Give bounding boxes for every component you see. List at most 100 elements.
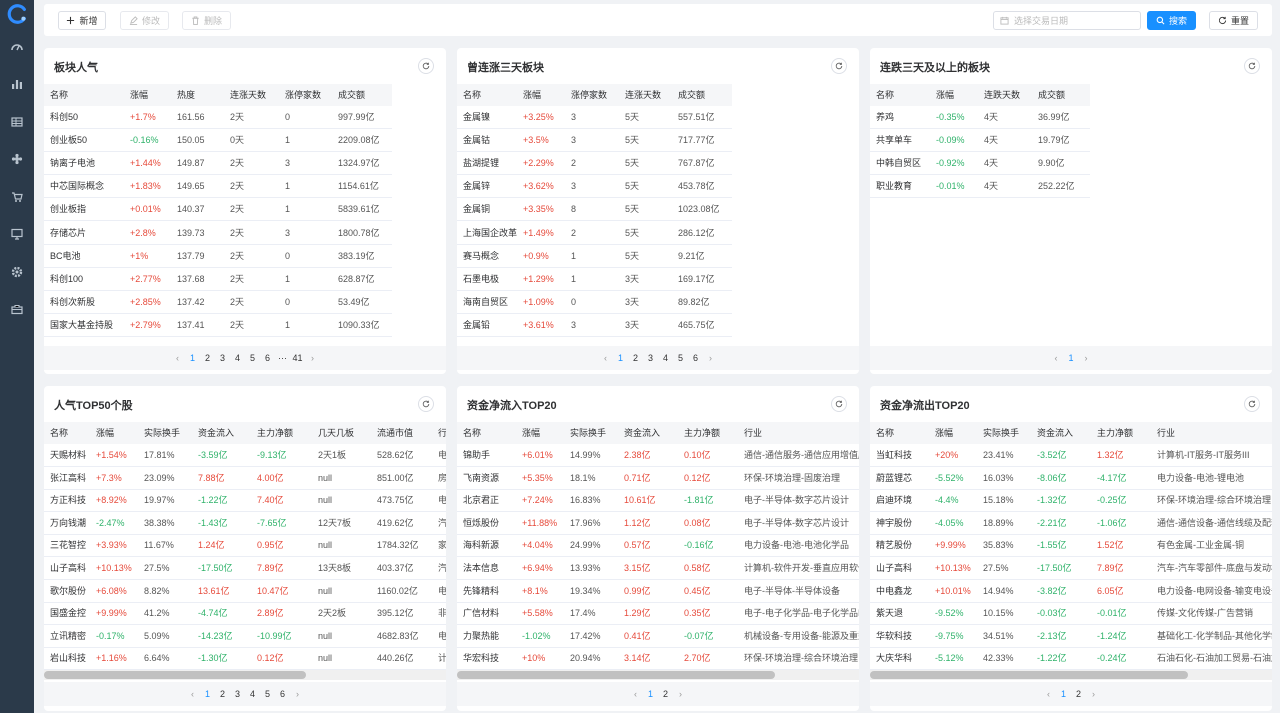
- column-header[interactable]: 连涨天数: [230, 90, 267, 100]
- table-row[interactable]: 张江高科 +7.3% 23.09% 7.88亿 4.00亿 null 851.00亿 房: [44, 467, 446, 490]
- table-row[interactable]: 恒烁股份 +11.88% 17.96% 1.12亿 0.08亿 电子-半导体-数字芯片设计: [457, 512, 859, 535]
- page-number[interactable]: 2: [662, 689, 668, 699]
- table-row[interactable]: 中韩自贸区 -0.92% 4天 9.90亿: [870, 152, 1090, 176]
- table-row[interactable]: 金属锌 +3.62% 3 5天 453.78亿: [457, 175, 732, 199]
- table-row[interactable]: 养鸡 -0.35% 4天 36.99亿: [870, 106, 1090, 129]
- table-row[interactable]: 海科新源 +4.04% 24.99% 0.57亿 -0.16亿 电力设备-电池-电池化学品: [457, 534, 859, 558]
- table-row[interactable]: 钠离子电池 +1.44% 149.87 2天 3 1324.97亿: [44, 152, 392, 176]
- table-row[interactable]: 山子高科 +10.13% 27.5% -17.50亿 7.89亿 13天8板 403.37亿…: [44, 557, 446, 580]
- table-row[interactable]: 大庆华科 -5.12% 42.33% -1.22亿 -0.24亿 石油石化-石油加工贸易-…: [870, 647, 1272, 671]
- table-row[interactable]: 蔚蓝锂芯 -5.52% 16.03% -8.06亿 -4.17亿 电力设备-电池-锂电池: [870, 467, 1272, 490]
- table-row[interactable]: 盐湖提锂 +2.29% 2 5天 767.87亿: [457, 152, 732, 176]
- page-number[interactable]: 1: [647, 689, 653, 699]
- cart-icon[interactable]: [8, 189, 26, 205]
- panel-refresh-button[interactable]: [831, 58, 847, 74]
- column-header[interactable]: 涨停家数: [285, 90, 322, 100]
- column-header[interactable]: 热度: [177, 90, 196, 100]
- table-row[interactable]: 启迪环境 -4.4% 15.18% -1.32亿 -0.25亿 环保-环境治理-综合环境治…: [870, 489, 1272, 513]
- column-header[interactable]: 成交额: [1038, 90, 1066, 100]
- table-row[interactable]: 金属钴 +3.5% 3 5天 717.77亿: [457, 129, 732, 153]
- table-row[interactable]: 存储芯片 +2.8% 139.73 2天 3 1800.78亿: [44, 222, 392, 245]
- column-header[interactable]: 成交额: [338, 90, 366, 100]
- table-row[interactable]: 上海国企改革 +1.49% 2 5天 286.12亿: [457, 222, 732, 245]
- scrollbar-thumb[interactable]: [457, 671, 775, 679]
- page-number[interactable]: 5: [677, 353, 683, 363]
- next-page-icon[interactable]: ›: [1092, 689, 1095, 699]
- column-header[interactable]: 名称: [463, 90, 482, 100]
- table-row[interactable]: 岩山科技 +1.16% 6.64% -1.30亿 0.12亿 null 440.26亿 计: [44, 647, 446, 671]
- table-icon[interactable]: [8, 114, 26, 130]
- column-header[interactable]: 资金流入: [198, 428, 235, 438]
- edit-button[interactable]: 修改: [120, 11, 169, 30]
- settings-icon[interactable]: [8, 264, 26, 280]
- column-header[interactable]: 实际换手: [983, 428, 1020, 438]
- prev-page-icon[interactable]: ‹: [634, 689, 637, 699]
- scrollbar-thumb[interactable]: [870, 671, 1188, 679]
- page-number[interactable]: 5: [249, 353, 255, 363]
- table-row[interactable]: 华宏科技 +10% 20.94% 3.14亿 2.70亿 环保-环境治理-综合环境治理: [457, 647, 859, 671]
- table-row[interactable]: 万向钱潮 -2.47% 38.38% -1.43亿 -7.65亿 12天7板 419.62亿…: [44, 512, 446, 535]
- next-page-icon[interactable]: ›: [679, 689, 682, 699]
- monitor-icon[interactable]: [8, 226, 26, 242]
- column-header[interactable]: 实际换手: [144, 428, 181, 438]
- table-row[interactable]: 创业板50 -0.16% 150.05 0天 1 2209.08亿: [44, 129, 392, 153]
- column-header[interactable]: 资金流入: [624, 428, 661, 438]
- column-header[interactable]: 行: [438, 428, 446, 438]
- page-number[interactable]: 41: [292, 353, 303, 363]
- column-header[interactable]: 主力净额: [684, 428, 721, 438]
- table-row[interactable]: 石墨电极 +1.29% 1 3天 169.17亿: [457, 268, 732, 291]
- page-number[interactable]: 3: [219, 353, 225, 363]
- page-number[interactable]: 1: [1068, 353, 1074, 363]
- page-number[interactable]: 6: [279, 689, 285, 699]
- table-row[interactable]: 中芯国际概念 +1.83% 149.65 2天 1 1154.61亿: [44, 175, 392, 199]
- column-header[interactable]: 实际换手: [570, 428, 607, 438]
- table-row[interactable]: 科创次新股 +2.85% 137.42 2天 0 53.49亿: [44, 291, 392, 314]
- page-number[interactable]: 4: [234, 353, 240, 363]
- flower-icon[interactable]: [8, 151, 26, 167]
- page-number[interactable]: 1: [204, 689, 210, 699]
- page-number[interactable]: 1: [617, 353, 623, 363]
- table-row[interactable]: 赛马概念 +0.9% 1 5天 9.21亿: [457, 245, 732, 268]
- search-button[interactable]: 搜索: [1147, 11, 1196, 30]
- delete-button[interactable]: 删除: [182, 11, 231, 30]
- column-header[interactable]: 成交额: [678, 90, 706, 100]
- horizontal-scrollbar[interactable]: [44, 670, 446, 680]
- column-header[interactable]: 连涨天数: [625, 90, 662, 100]
- scrollbar-thumb[interactable]: [44, 671, 306, 679]
- panel-refresh-button[interactable]: [418, 58, 434, 74]
- table-row[interactable]: 力聚热能 -1.02% 17.42% 0.41亿 -0.07亿 机械设备-专用设备-能源及…: [457, 625, 859, 648]
- page-number[interactable]: 5: [264, 689, 270, 699]
- reset-button[interactable]: 重置: [1209, 11, 1258, 30]
- table-row[interactable]: 先锋精科 +8.1% 19.34% 0.99亿 0.45亿 电子-半导体-半导体设备: [457, 580, 859, 603]
- panel-refresh-button[interactable]: [418, 396, 434, 412]
- panel-refresh-button[interactable]: [1244, 58, 1260, 74]
- table-row[interactable]: 天赐材料 +1.54% 17.81% -3.59亿 -9.13亿 2天1板 528.62亿 电: [44, 444, 446, 467]
- horizontal-scrollbar[interactable]: [870, 670, 1272, 680]
- table-row[interactable]: 方正科技 +8.92% 19.97% -1.22亿 7.40亿 null 473.75亿 电: [44, 489, 446, 513]
- page-number[interactable]: 2: [204, 353, 210, 363]
- column-header[interactable]: 资金流入: [1037, 428, 1074, 438]
- toolbox-icon[interactable]: [8, 301, 26, 317]
- page-number[interactable]: 3: [234, 689, 240, 699]
- table-row[interactable]: 科创100 +2.77% 137.68 2天 1 628.87亿: [44, 268, 392, 291]
- column-header[interactable]: 涨幅: [936, 90, 955, 100]
- page-number[interactable]: 3: [647, 353, 653, 363]
- table-row[interactable]: 中电鑫龙 +10.01% 14.94% -3.82亿 6.05亿 电力设备-电网设备-输变…: [870, 580, 1272, 603]
- next-page-icon[interactable]: ›: [709, 353, 712, 363]
- prev-page-icon[interactable]: ‹: [604, 353, 607, 363]
- table-row[interactable]: 共享单车 -0.09% 4天 19.79亿: [870, 129, 1090, 153]
- column-header[interactable]: 名称: [50, 428, 69, 438]
- column-header[interactable]: 几天几板: [318, 428, 355, 438]
- table-row[interactable]: 山子高科 +10.13% 27.5% -17.50亿 7.89亿 汽车-汽车零部件-底盘与…: [870, 557, 1272, 580]
- prev-page-icon[interactable]: ‹: [176, 353, 179, 363]
- table-row[interactable]: 职业教育 -0.01% 4天 252.22亿: [870, 175, 1090, 199]
- chart-icon[interactable]: [8, 76, 26, 92]
- table-row[interactable]: 国盛金控 +9.99% 41.2% -4.74亿 2.89亿 2天2板 395.12亿 非: [44, 602, 446, 626]
- table-row[interactable]: 紫天退 -9.52% 10.15% -0.03亿 -0.01亿 传媒-文化传媒-广告营销: [870, 602, 1272, 626]
- table-row[interactable]: 金属铜 +3.35% 8 5天 1023.08亿: [457, 198, 732, 222]
- column-header[interactable]: 连跌天数: [984, 90, 1021, 100]
- table-row[interactable]: 广信材料 +5.58% 17.4% 1.29亿 0.35亿 电子-电子化学品-电子化学品I…: [457, 602, 859, 626]
- horizontal-scrollbar[interactable]: [457, 670, 859, 680]
- next-page-icon[interactable]: ›: [311, 353, 314, 363]
- page-number[interactable]: 2: [1075, 689, 1081, 699]
